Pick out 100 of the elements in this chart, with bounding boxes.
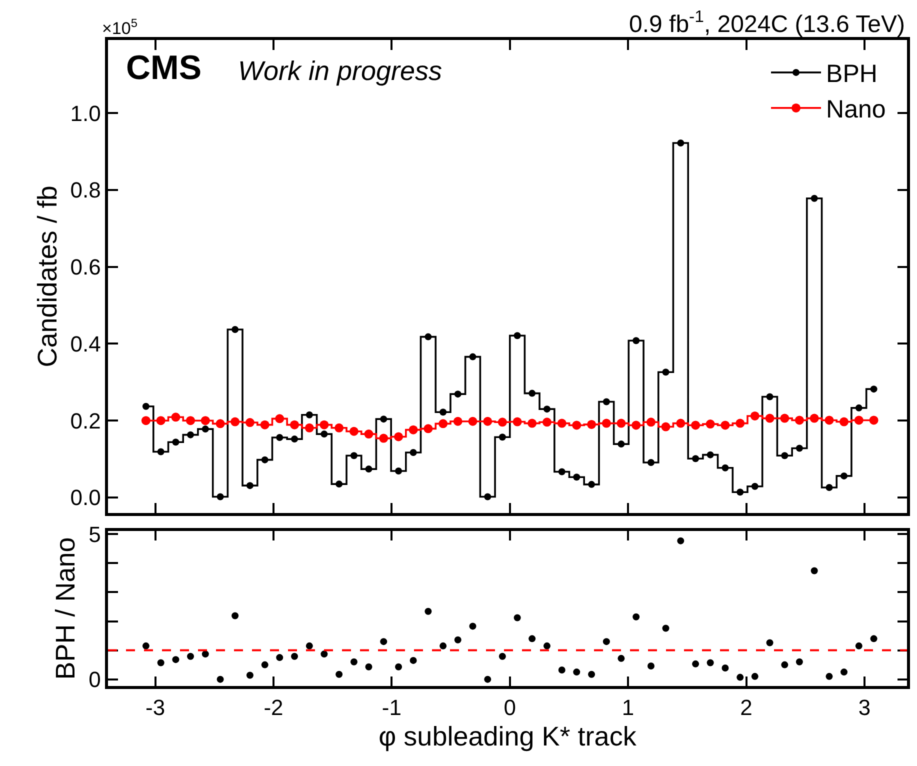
point — [334, 423, 344, 432]
point — [662, 368, 670, 376]
point — [200, 416, 210, 426]
point — [379, 434, 388, 443]
point — [736, 488, 744, 496]
point — [632, 337, 640, 344]
point — [350, 452, 358, 460]
point — [810, 194, 818, 202]
y-tick-label: 0.6 — [70, 254, 101, 280]
point — [646, 418, 656, 427]
x-tick-label: 3 — [858, 695, 871, 720]
point — [424, 424, 433, 434]
text: ×10$^{5}$ — [102, 16, 138, 38]
point — [573, 474, 580, 481]
y-axis-title: Candidates / fb — [32, 186, 62, 368]
point — [306, 642, 313, 650]
point — [557, 418, 566, 428]
point — [453, 416, 462, 426]
x-axis-title: φ subleading K* track — [378, 722, 637, 752]
point — [304, 423, 314, 432]
point — [573, 668, 580, 676]
point — [260, 420, 270, 430]
point — [810, 414, 819, 423]
y-tick-label: 1.0 — [70, 100, 101, 126]
point — [380, 638, 388, 646]
point — [142, 402, 150, 410]
point — [602, 638, 610, 646]
point — [306, 411, 313, 418]
point — [232, 612, 239, 620]
point — [840, 417, 848, 426]
point — [365, 466, 372, 473]
x-tick-label: -3 — [146, 695, 166, 720]
point — [336, 670, 343, 678]
point — [588, 670, 596, 678]
y-tick-label: 5 — [88, 522, 101, 547]
point — [676, 418, 686, 428]
point — [796, 444, 803, 452]
point — [706, 659, 714, 666]
chart-title: 0.9 fb$^{-1}$, 2024C (13.6 TeV) — [629, 7, 905, 38]
point — [706, 420, 715, 429]
point — [661, 422, 670, 432]
point — [440, 408, 447, 416]
point — [291, 436, 298, 443]
point — [543, 406, 550, 413]
point — [156, 416, 166, 426]
point — [380, 416, 388, 423]
point — [587, 420, 596, 429]
point — [751, 672, 758, 680]
point — [320, 420, 329, 430]
point — [840, 668, 848, 676]
annotation: CMS — [126, 49, 202, 87]
point — [172, 656, 180, 664]
point — [424, 608, 432, 615]
point — [410, 656, 417, 664]
point — [706, 451, 714, 458]
point — [202, 426, 209, 433]
point — [826, 672, 833, 680]
point — [736, 674, 744, 681]
y-tick-label: 0.2 — [70, 408, 101, 434]
point — [468, 416, 478, 426]
point — [632, 613, 640, 620]
point — [365, 663, 372, 670]
point — [751, 482, 758, 490]
point — [261, 661, 268, 668]
point — [484, 493, 492, 500]
point — [736, 418, 745, 428]
point — [454, 636, 462, 644]
point — [410, 449, 417, 456]
annotation: Work in progress — [238, 56, 442, 86]
y-tick-label: 0.8 — [70, 178, 101, 203]
point — [528, 390, 536, 397]
x-tick-label: -1 — [382, 695, 402, 720]
point — [291, 652, 298, 660]
point — [869, 416, 878, 425]
point — [142, 642, 150, 650]
point — [216, 493, 224, 500]
point — [512, 417, 522, 426]
point — [572, 420, 582, 430]
point — [484, 676, 492, 683]
point — [692, 455, 700, 462]
point — [141, 416, 150, 426]
point — [275, 414, 284, 424]
point — [171, 412, 180, 422]
point — [647, 459, 654, 466]
point — [186, 416, 195, 426]
point — [187, 652, 194, 660]
point — [202, 650, 209, 658]
point — [602, 398, 610, 406]
point — [677, 537, 684, 544]
point — [276, 654, 284, 662]
point — [691, 420, 700, 430]
point — [483, 416, 492, 426]
point — [245, 418, 254, 428]
point — [647, 662, 654, 670]
point — [616, 418, 626, 428]
point — [187, 431, 194, 438]
point — [870, 386, 878, 393]
point — [720, 420, 730, 430]
point — [543, 642, 550, 650]
point — [469, 622, 476, 630]
